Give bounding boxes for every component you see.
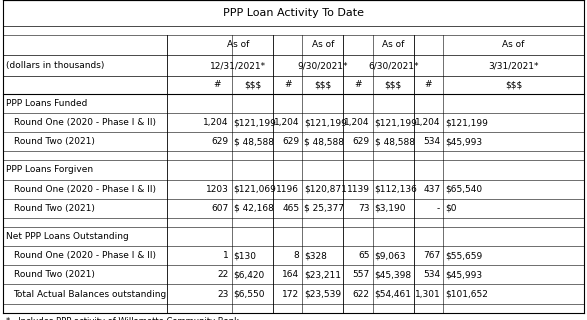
Text: 1,204: 1,204 [345, 118, 370, 127]
Text: $54,461: $54,461 [375, 290, 411, 299]
Text: 22: 22 [218, 270, 229, 279]
Text: PPP Loans Funded: PPP Loans Funded [6, 99, 87, 108]
Text: $$$: $$$ [314, 80, 332, 90]
Text: 465: 465 [282, 204, 299, 213]
Text: $45,993: $45,993 [445, 137, 482, 146]
Text: 607: 607 [212, 204, 229, 213]
Text: 3/31/2021*: 3/31/2021* [488, 61, 539, 70]
Text: 557: 557 [353, 270, 370, 279]
Text: -: - [437, 204, 440, 213]
Text: $ 25,377: $ 25,377 [304, 204, 344, 213]
Text: 164: 164 [282, 270, 299, 279]
Text: 1: 1 [223, 251, 229, 260]
Text: $121,069: $121,069 [234, 185, 276, 194]
Text: PPP Loan Activity To Date: PPP Loan Activity To Date [223, 8, 364, 18]
Text: $6,550: $6,550 [234, 290, 265, 299]
Text: 767: 767 [423, 251, 440, 260]
Text: $130: $130 [234, 251, 257, 260]
Text: $23,211: $23,211 [304, 270, 341, 279]
Text: $45,993: $45,993 [445, 270, 482, 279]
Text: 1,204: 1,204 [274, 118, 299, 127]
Text: 12/31/2021*: 12/31/2021* [210, 61, 266, 70]
Text: 1,301: 1,301 [414, 290, 440, 299]
Text: $65,540: $65,540 [445, 185, 482, 194]
Text: #: # [355, 80, 362, 90]
Text: 1139: 1139 [347, 185, 370, 194]
Text: $ 42,168: $ 42,168 [234, 204, 274, 213]
Text: $120,871: $120,871 [304, 185, 347, 194]
Text: As of: As of [382, 40, 404, 50]
Text: $ 48,588: $ 48,588 [375, 137, 414, 146]
Text: 534: 534 [423, 137, 440, 146]
Text: Round Two (2021): Round Two (2021) [14, 137, 95, 146]
Text: $121,199: $121,199 [445, 118, 488, 127]
Text: $112,136: $112,136 [375, 185, 417, 194]
Text: 622: 622 [353, 290, 370, 299]
Text: 73: 73 [358, 204, 370, 213]
Text: Round One (2020 - Phase I & II): Round One (2020 - Phase I & II) [14, 185, 156, 194]
Text: 9/30/2021*: 9/30/2021* [298, 61, 348, 70]
Text: 534: 534 [423, 270, 440, 279]
Text: As of: As of [502, 40, 525, 50]
Text: $$$: $$$ [384, 80, 402, 90]
Text: $3,190: $3,190 [375, 204, 406, 213]
Text: 1,204: 1,204 [415, 118, 440, 127]
Text: 8: 8 [294, 251, 299, 260]
Text: Net PPP Loans Outstanding: Net PPP Loans Outstanding [6, 232, 129, 241]
Text: $23,539: $23,539 [304, 290, 341, 299]
Text: $9,063: $9,063 [375, 251, 406, 260]
Text: $45,398: $45,398 [375, 270, 411, 279]
Text: 65: 65 [358, 251, 370, 260]
Text: 437: 437 [423, 185, 440, 194]
Text: Round Two (2021): Round Two (2021) [14, 204, 95, 213]
Text: 172: 172 [282, 290, 299, 299]
Text: Total Actual Balances outstanding: Total Actual Balances outstanding [14, 290, 167, 299]
Text: $$$: $$$ [505, 80, 522, 90]
Text: #: # [425, 80, 432, 90]
Text: $328: $328 [304, 251, 327, 260]
Text: 1196: 1196 [276, 185, 299, 194]
Text: #: # [284, 80, 291, 90]
Text: PPP Loans Forgiven: PPP Loans Forgiven [6, 165, 93, 174]
Text: *   Includes PPP activity of Willamette Community Bank: * Includes PPP activity of Willamette Co… [6, 317, 239, 320]
Text: 23: 23 [218, 290, 229, 299]
Text: $6,420: $6,420 [234, 270, 265, 279]
Text: 1203: 1203 [206, 185, 229, 194]
Text: As of: As of [312, 40, 334, 50]
Text: 6/30/2021*: 6/30/2021* [368, 61, 419, 70]
Text: $$$: $$$ [244, 80, 261, 90]
Text: 629: 629 [353, 137, 370, 146]
Text: 1,204: 1,204 [204, 118, 229, 127]
Text: $121,199: $121,199 [304, 118, 347, 127]
Text: $ 48,588: $ 48,588 [304, 137, 344, 146]
Text: As of: As of [227, 40, 249, 50]
Text: Round One (2020 - Phase I & II): Round One (2020 - Phase I & II) [14, 251, 156, 260]
Text: $ 48,588: $ 48,588 [234, 137, 274, 146]
Text: (dollars in thousands): (dollars in thousands) [6, 61, 104, 70]
Text: $121,199: $121,199 [375, 118, 417, 127]
Text: Round Two (2021): Round Two (2021) [14, 270, 95, 279]
Text: $55,659: $55,659 [445, 251, 482, 260]
Text: #: # [214, 80, 221, 90]
Text: Round One (2020 - Phase I & II): Round One (2020 - Phase I & II) [14, 118, 156, 127]
Text: $121,199: $121,199 [234, 118, 276, 127]
Text: $0: $0 [445, 204, 457, 213]
Text: 629: 629 [282, 137, 299, 146]
Text: $101,652: $101,652 [445, 290, 488, 299]
Text: 629: 629 [212, 137, 229, 146]
